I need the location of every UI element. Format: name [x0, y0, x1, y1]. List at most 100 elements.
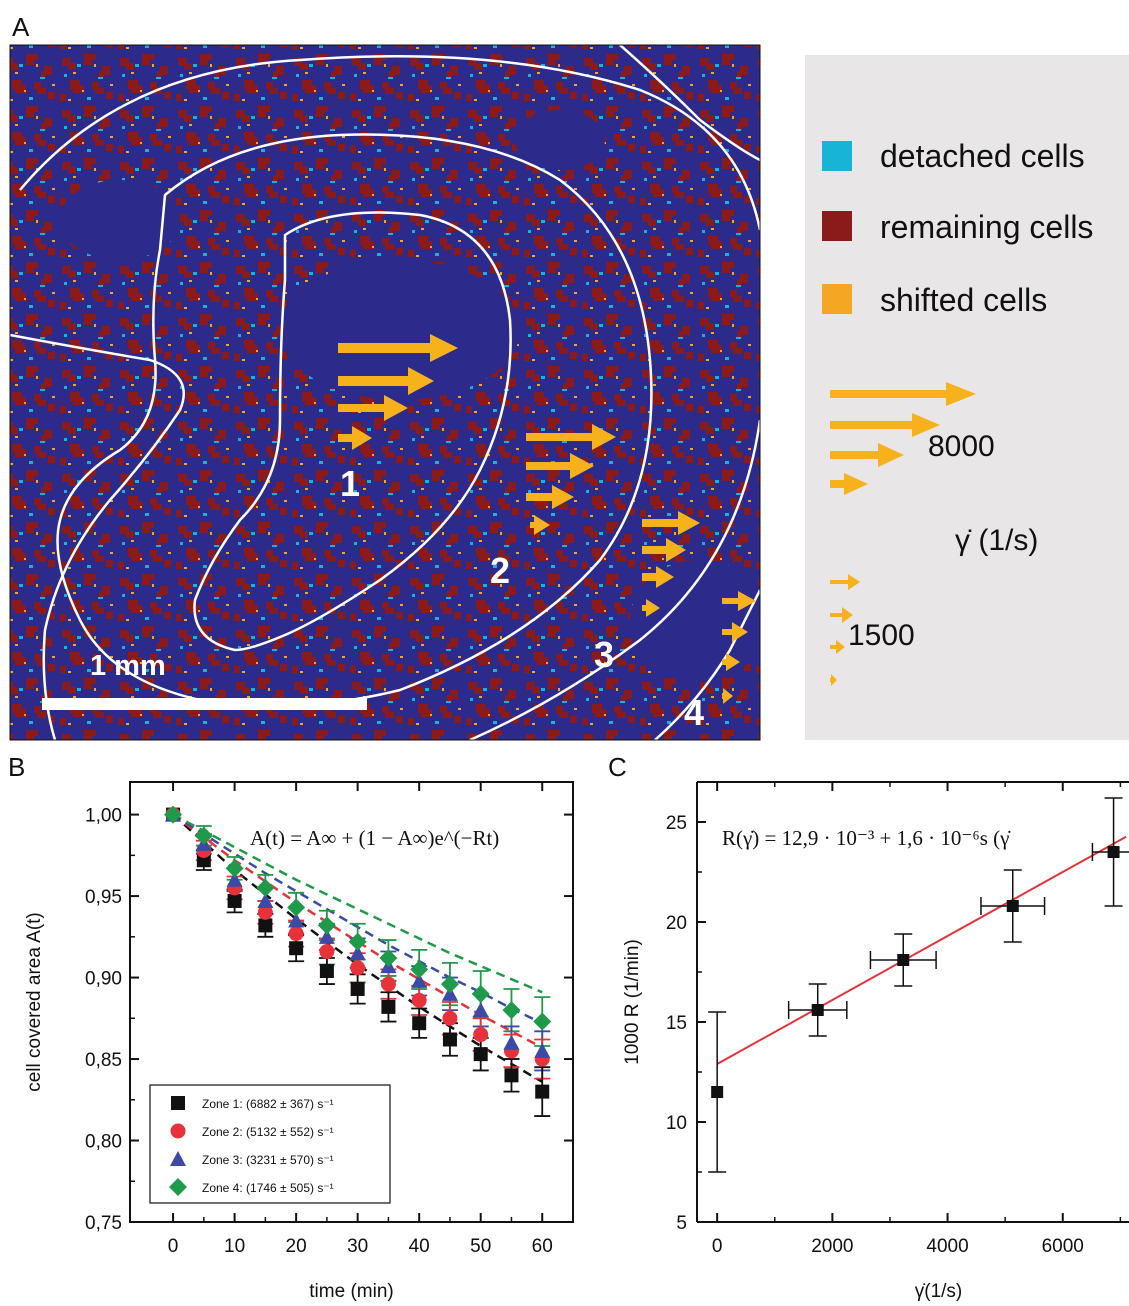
- legend-label-remaining: remaining cells: [880, 209, 1093, 245]
- chart-c: 0 2000 4000 6000 5 10 15 20 25 γ̇(1/s) 1000 R (1/m…: [622, 781, 1129, 1302]
- data-point-zone-1: [227, 893, 242, 908]
- regression-line: [716, 835, 1127, 1065]
- zone-contours: [10, 45, 760, 740]
- data-point-zone-2: [411, 992, 427, 1008]
- data-point-zone-1: [350, 981, 365, 996]
- y-tick-label: 1,00: [85, 806, 122, 827]
- legend-label-detached: detached cells: [880, 138, 1085, 174]
- data-point-zone-1: [504, 1068, 519, 1083]
- x-tick-label: 0: [168, 1236, 179, 1257]
- data-point-zone-1: [319, 964, 334, 979]
- data-point-zone-3: [257, 892, 274, 908]
- x-tick-label: 50: [470, 1236, 491, 1257]
- y-tick-label: 5: [676, 1213, 687, 1234]
- y-tick-label: 10: [666, 1113, 687, 1134]
- zone-label-2: 2: [490, 550, 510, 591]
- data-point-zone-3: [318, 928, 335, 944]
- blue-regions: [60, 110, 760, 680]
- regression-equation: R(γ̇) = 12,9 · 10⁻³ + 1,6 · 10⁻⁶s (γ̇: [722, 826, 1011, 850]
- data-point-zone-4: [287, 898, 306, 917]
- legend-label-shifted: shifted cells: [880, 282, 1047, 318]
- legend-marker-zone-4: [169, 1178, 187, 1196]
- y-tick-label: 15: [666, 1013, 687, 1034]
- data-point-zone-2: [319, 943, 335, 959]
- legend-label-zone-1: Zone 1: (6882 ± 367) s⁻¹: [202, 1097, 334, 1111]
- scale-bar-label: 1 mm: [90, 650, 166, 682]
- y-tick-label: 20: [666, 913, 687, 934]
- data-point-zone-3: [503, 1034, 520, 1050]
- contour-zone-edge: [619, 45, 760, 162]
- contour-zone-1: [193, 211, 512, 652]
- data-point-zone-1: [289, 941, 304, 956]
- data-point-zone-3: [441, 985, 458, 1001]
- x-tick-label: 0: [712, 1236, 723, 1257]
- x-axis-label: γ̇(1/s): [915, 1281, 963, 1302]
- legend-arrow-3: [830, 443, 904, 467]
- zone-label-4: 4: [684, 692, 704, 733]
- x-axis-label: time (min): [309, 1281, 393, 1302]
- arrow-zone1-3: [338, 395, 408, 421]
- x-tick-label: 40: [409, 1236, 430, 1257]
- legend-swatch-remaining: [822, 211, 852, 241]
- data-point-3: [897, 954, 910, 966]
- data-point-zone-4: [471, 984, 490, 1003]
- y-tick-label: 0,80: [85, 1132, 122, 1153]
- data-point-zone-4: [410, 960, 429, 979]
- legend-marker-zone-3: [170, 1151, 186, 1166]
- data-point-zone-2: [442, 1010, 458, 1026]
- arrow-zone4-4: [722, 688, 733, 704]
- legend-label-zone-2: Zone 2: (5132 ± 552) s⁻¹: [202, 1125, 334, 1139]
- legend-marker-zone-1: [171, 1096, 185, 1110]
- data-point-zone-4: [440, 975, 459, 994]
- data-point-zone-4: [533, 1012, 552, 1031]
- arrow-zone3-4: [642, 599, 660, 617]
- data-point-zone-2: [288, 926, 304, 942]
- y-tick-label: 0,90: [85, 969, 122, 990]
- data-point-zone-1: [442, 1032, 457, 1047]
- chart-b: 0 10 20 30 40 50 60 0,75 0,80 0,85 0,90 0,95 1,00 tim…: [24, 781, 574, 1302]
- legend-arrow-6: [830, 607, 853, 623]
- y-axis-label: cell covered area A(t): [24, 912, 45, 1092]
- data-point-zone-4: [348, 932, 367, 951]
- y-axis-label: 1000 R (1/min): [622, 939, 643, 1065]
- x-tick-label: 20: [286, 1236, 307, 1257]
- arrow-zone1-4: [338, 426, 372, 450]
- x-tick-label: 30: [347, 1236, 368, 1257]
- zone-label-1: 1: [340, 463, 360, 504]
- data-point-1: [711, 1086, 724, 1098]
- y-tick-label: 25: [666, 813, 687, 834]
- y-tick-label: 0,85: [85, 1050, 122, 1071]
- legend-arrow-8: [830, 674, 837, 686]
- data-point-zone-2: [350, 960, 366, 976]
- legend-swatch-detached: [822, 141, 852, 171]
- legend-arrow-2: [830, 413, 940, 437]
- data-point-zone-4: [164, 805, 183, 824]
- shear-max-label: 8000: [928, 430, 995, 463]
- legend-box-b: [149, 1084, 391, 1204]
- arrow-zone2-4: [530, 515, 550, 535]
- data-point-zone-2: [380, 976, 396, 992]
- data-point-zone-3: [534, 1042, 551, 1058]
- shear-min-label: 1500: [848, 619, 915, 652]
- legend-arrow-1: [830, 382, 976, 406]
- legend-swatch-shifted: [822, 284, 852, 314]
- legend-label-zone-3: Zone 3: (3231 ± 570) s⁻¹: [202, 1153, 334, 1167]
- data-point-zone-4: [225, 859, 244, 878]
- data-point-zone-3: [226, 871, 243, 887]
- data-point-zone-4: [256, 878, 275, 897]
- data-point-zone-1: [258, 918, 273, 933]
- plot-frame: [129, 781, 574, 1223]
- legend-label-zone-4: Zone 4: (1746 ± 505) s⁻¹: [202, 1181, 334, 1195]
- shear-arrows: [338, 334, 756, 704]
- arrow-zone2-2: [526, 453, 594, 479]
- data-point-zone-3: [349, 945, 366, 961]
- contour-zone-3: [19, 55, 760, 231]
- arrow-zone1-2: [338, 367, 434, 395]
- arrow-zone2-3: [526, 485, 574, 509]
- panel-b-letter: B: [8, 752, 25, 782]
- data-point-zone-4: [379, 949, 398, 967]
- contour-zone-4: [10, 333, 185, 740]
- data-point-zone-3: [411, 972, 428, 988]
- data-point-zone-1: [473, 1047, 488, 1062]
- microscopy-map: 1 mm 1 2 3 4: [10, 45, 760, 740]
